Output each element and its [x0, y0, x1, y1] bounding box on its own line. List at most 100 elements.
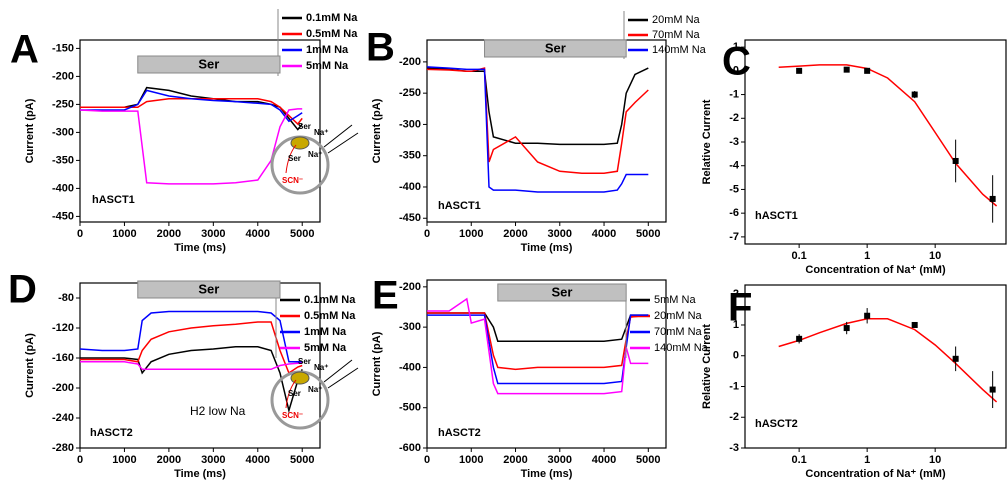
y-tick-label: -300	[52, 126, 74, 138]
x-tick-label: 3000	[548, 454, 572, 466]
trace	[80, 86, 303, 131]
x-tick-label: 4000	[592, 228, 616, 240]
trace	[426, 66, 649, 193]
transporter	[290, 371, 310, 385]
trace	[427, 314, 649, 385]
annotation: hASCT1	[92, 194, 135, 206]
scn-arrow	[285, 144, 297, 174]
y-tick-label: -450	[52, 210, 74, 222]
x-tick-label: 0.1	[791, 454, 806, 466]
plot-frame	[79, 39, 321, 223]
x-tick-label: 0	[77, 228, 83, 240]
x-tick-label: 0	[77, 454, 83, 466]
pipette	[323, 359, 359, 389]
y-tick-label: -400	[399, 361, 421, 373]
legend-label: 0.5mM Na	[304, 310, 356, 322]
x-tick-label: 2000	[503, 228, 527, 240]
x-tick-label: 4000	[592, 454, 616, 466]
data-point	[989, 386, 996, 393]
x-tick-label: 0.1	[791, 250, 806, 262]
panel-letter: B	[366, 26, 395, 70]
y-tick-label: -240	[52, 412, 74, 424]
panel-letter: C	[722, 40, 751, 84]
ser-bar	[137, 55, 281, 74]
y-tick-label: -500	[399, 402, 421, 414]
data-point	[911, 321, 918, 328]
y-tick-label: -450	[399, 212, 421, 224]
ser-label: Ser	[545, 40, 566, 55]
y-tick-label: -350	[399, 150, 421, 162]
x-tick-label: 4000	[246, 454, 270, 466]
ser-label: Ser	[552, 284, 573, 299]
x-tick-label: 1	[864, 250, 870, 262]
annotation: hASCT2	[438, 427, 481, 439]
inset-label: Ser	[288, 154, 301, 163]
y-tick-label: -200	[52, 70, 74, 82]
y-axis-label: Current (pA)	[24, 333, 36, 398]
y-axis-label: Relative Current	[701, 324, 713, 409]
y-tick-label: -400	[52, 182, 74, 194]
y-tick-label: -7	[729, 231, 739, 243]
x-tick-label: 1000	[459, 454, 483, 466]
x-axis-label: Time (ms)	[174, 468, 226, 480]
y-tick-label: -3	[729, 442, 739, 454]
y-tick-label: 0	[733, 350, 739, 362]
legend-label: 70mM Na	[654, 326, 703, 338]
y-tick-label: -6	[729, 207, 739, 219]
x-tick-label: 5000	[290, 228, 314, 240]
trace	[80, 346, 303, 414]
y-axis-label: Current (pA)	[371, 331, 383, 396]
y-tick-label: -2	[729, 112, 739, 124]
y-tick-label: -3	[729, 136, 739, 148]
trace	[427, 297, 649, 395]
y-tick-label: -5	[729, 183, 739, 195]
annotation: hASCT1	[438, 200, 481, 212]
y-tick-label: -200	[52, 382, 74, 394]
inset-label: Na⁺	[308, 385, 322, 394]
annotation: H2 low Na	[190, 404, 246, 418]
inset-label: Na⁺	[308, 150, 322, 159]
y-tick-label: -1	[729, 88, 739, 100]
y-tick-label: -120	[52, 322, 74, 334]
legend-label: 140mM Na	[652, 44, 707, 56]
y-tick-label: 2	[733, 288, 739, 300]
panel-letter: D	[8, 268, 37, 312]
inset-label: Na⁺	[314, 363, 328, 372]
y-tick-label: -200	[399, 281, 421, 293]
trace	[426, 67, 649, 146]
trace	[79, 108, 303, 185]
y-tick-label: -250	[399, 87, 421, 99]
x-axis-label: Time (ms)	[521, 242, 573, 254]
y-tick-label: -160	[52, 352, 74, 364]
x-tick-label: 5000	[290, 454, 314, 466]
y-tick-label: -250	[52, 98, 74, 110]
x-tick-label: 5000	[636, 454, 660, 466]
legend-label: 0.1mM Na	[304, 294, 356, 306]
y-tick-label: -200	[399, 56, 421, 68]
ser-bar	[497, 283, 627, 302]
x-tick-label: 5000	[636, 228, 660, 240]
scn-arrow	[285, 379, 297, 409]
annotation: hASCT2	[90, 427, 133, 439]
x-axis-label: Concentration of Na⁺ (mM)	[805, 468, 946, 480]
y-tick-label: -1	[729, 380, 739, 392]
panel-letter: E	[372, 274, 399, 318]
x-tick-label: 0	[424, 228, 430, 240]
y-tick-label: 0	[733, 65, 739, 77]
ser-label: Ser	[198, 56, 219, 71]
trace	[79, 310, 303, 363]
inset-label: SCN⁻	[282, 176, 303, 185]
y-axis-label: Relative Current	[701, 99, 713, 184]
trace	[80, 89, 303, 123]
legend-label: 20mM Na	[652, 14, 701, 26]
data-point	[864, 67, 871, 74]
inset-label: Ser	[298, 357, 311, 366]
legend-label: 5mM Na	[306, 60, 349, 72]
x-tick-label: 4000	[246, 228, 270, 240]
data-point	[911, 91, 918, 98]
data-point	[864, 312, 871, 319]
legend-label: 5mM Na	[304, 342, 347, 354]
transporter	[290, 136, 310, 150]
y-tick-label: 1	[733, 319, 739, 331]
